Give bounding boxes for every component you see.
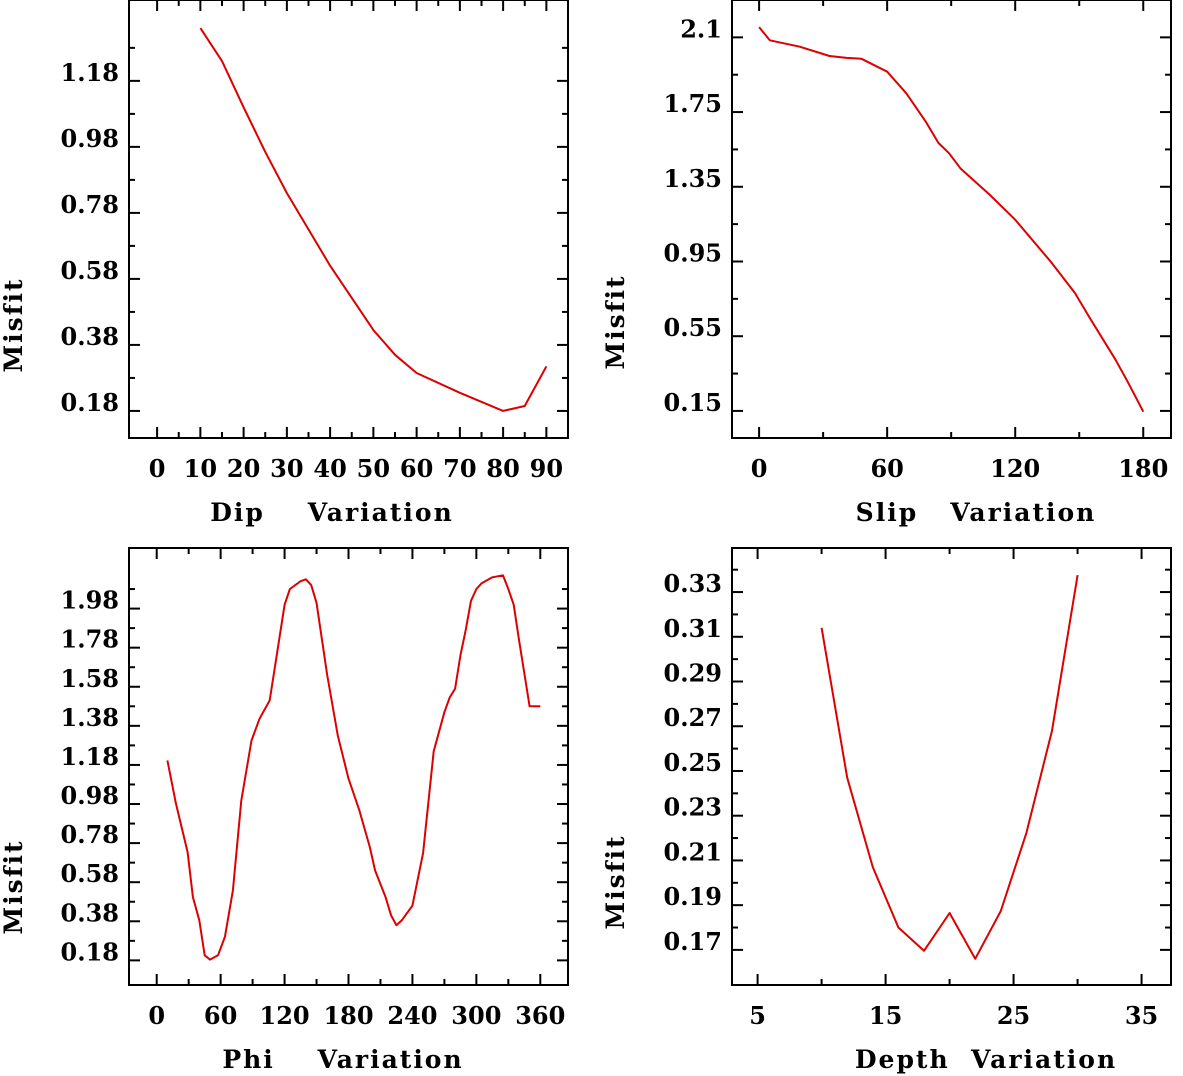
x-tick-label: 25 bbox=[997, 1001, 1030, 1030]
y-tick-label: 0.38 bbox=[61, 322, 119, 351]
x-tick-label: 35 bbox=[1125, 1001, 1158, 1030]
x-tick-label: 30 bbox=[270, 454, 303, 483]
series-line-slip-misfit bbox=[758, 26, 1145, 413]
y-tick-label: 1.18 bbox=[61, 58, 119, 87]
y-tick-label: 1.98 bbox=[61, 586, 119, 615]
y-tick-label: 0.17 bbox=[664, 927, 722, 956]
x-tick-label: 120 bbox=[990, 454, 1040, 483]
x-tick-label: 70 bbox=[443, 454, 476, 483]
y-tick-label: 0.15 bbox=[664, 388, 722, 417]
y-tick-label: 0.23 bbox=[664, 793, 722, 822]
x-tick-label: 60 bbox=[870, 454, 903, 483]
y-tick-label: 0.78 bbox=[61, 820, 119, 849]
y-tick-label: 2.1 bbox=[680, 14, 722, 43]
y-tick-label: 1.35 bbox=[664, 164, 722, 193]
x-tick-label: 10 bbox=[184, 454, 217, 483]
x-tick-label: 360 bbox=[515, 1001, 565, 1030]
y-tick-label: 1.58 bbox=[61, 664, 119, 693]
x-tick-label: 80 bbox=[486, 454, 519, 483]
x-tick-label: 240 bbox=[387, 1001, 437, 1030]
x-tick-label: 300 bbox=[451, 1001, 501, 1030]
plot-frame bbox=[128, 547, 569, 986]
y-tick-label: 0.27 bbox=[664, 703, 722, 732]
y-tick-label: 0.29 bbox=[664, 659, 722, 688]
y-tick-label: 0.55 bbox=[664, 313, 722, 342]
x-tick-label: 60 bbox=[400, 454, 433, 483]
series-line-depth-misfit bbox=[820, 574, 1079, 960]
y-axis-label: Misfit bbox=[601, 834, 630, 929]
x-tick-label: 15 bbox=[869, 1001, 902, 1030]
x-tick-label: 0 bbox=[148, 1001, 165, 1030]
panel-phi-variation: Misfit Phi Variation 0 60 120 180 240 300 360 0… bbox=[0, 547, 569, 1074]
y-tick-label: 0.78 bbox=[61, 190, 119, 219]
x-axis-label: Slip Variation bbox=[856, 498, 1097, 527]
x-tick-label: 0 bbox=[149, 454, 166, 483]
y-tick-label: 0.58 bbox=[61, 256, 119, 285]
y-tick-label: 0.18 bbox=[61, 388, 119, 417]
y-tick-label: 1.18 bbox=[61, 742, 119, 771]
series-line-phi-misfit bbox=[166, 574, 541, 961]
x-tick-label: 90 bbox=[530, 454, 563, 483]
x-tick-label: 60 bbox=[204, 1001, 237, 1030]
y-tick-label: 1.75 bbox=[664, 89, 722, 118]
y-tick-label: 0.58 bbox=[61, 859, 119, 888]
panel-dip-variation: Misfit Dip Variation 0 10 20 30 40 50 60 70 80 90… bbox=[0, 0, 569, 527]
y-tick-label: 0.21 bbox=[664, 837, 722, 866]
x-axis-label: Dip Variation bbox=[210, 498, 454, 527]
y-tick-label: 0.33 bbox=[664, 569, 722, 598]
y-tick-label: 1.38 bbox=[61, 703, 119, 732]
x-tick-label: 20 bbox=[227, 454, 260, 483]
panel-depth-variation: Misfit Depth Variation 5 15 25 35 0.17 0.19 0.… bbox=[601, 547, 1172, 1074]
x-tick-label: 180 bbox=[1118, 454, 1168, 483]
plot-frame bbox=[731, 0, 1172, 439]
plot-frame bbox=[128, 0, 569, 439]
panel-slip-variation: Misfit Slip Variation 0 60 120 180 0.15 0.55 0… bbox=[601, 0, 1172, 527]
y-tick-label: 0.95 bbox=[664, 238, 722, 267]
x-axis-label: Phi Variation bbox=[222, 1045, 463, 1074]
y-tick-label: 0.31 bbox=[664, 614, 722, 643]
plot-frame bbox=[731, 547, 1172, 986]
y-tick-label: 0.19 bbox=[664, 882, 722, 911]
x-tick-label: 120 bbox=[260, 1001, 310, 1030]
y-tick-label: 0.18 bbox=[61, 937, 119, 966]
series-line-dip-misfit bbox=[199, 27, 548, 412]
y-tick-label: 0.98 bbox=[61, 124, 119, 153]
y-axis-label: Misfit bbox=[0, 839, 28, 934]
y-tick-label: 0.25 bbox=[664, 748, 722, 777]
y-tick-label: 0.38 bbox=[61, 898, 119, 927]
x-tick-label: 5 bbox=[749, 1001, 766, 1030]
y-tick-label: 1.78 bbox=[61, 625, 119, 654]
y-tick-label: 0.98 bbox=[61, 781, 119, 810]
x-tick-label: 180 bbox=[323, 1001, 373, 1030]
y-axis-label: Misfit bbox=[0, 277, 28, 372]
x-tick-label: 40 bbox=[313, 454, 346, 483]
x-tick-label: 50 bbox=[357, 454, 390, 483]
y-axis-label: Misfit bbox=[601, 274, 630, 369]
x-axis-label: Depth Variation bbox=[855, 1045, 1117, 1074]
x-tick-label: 0 bbox=[751, 454, 768, 483]
